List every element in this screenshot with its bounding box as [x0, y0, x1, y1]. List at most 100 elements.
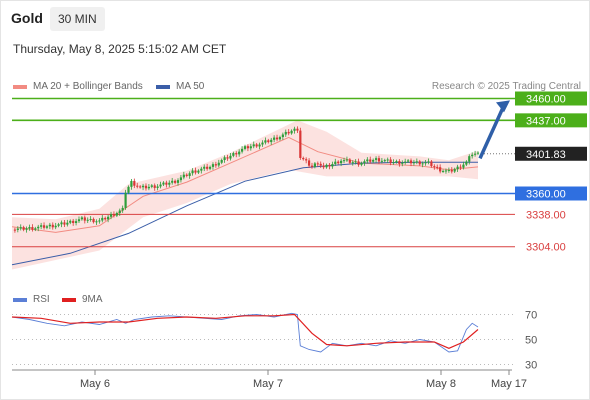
candle-body	[281, 134, 284, 138]
candle-body	[238, 151, 241, 155]
candle-body	[37, 226, 40, 229]
candle-body	[459, 166, 462, 168]
candle-body	[72, 220, 75, 223]
candle-body	[74, 221, 78, 223]
candle-body	[465, 161, 468, 165]
x-tick-label-3: May 17	[491, 378, 527, 390]
candle-body	[112, 214, 116, 216]
candle-body	[214, 164, 217, 166]
research-credit: Research © 2025 Trading Central	[431, 81, 581, 92]
level-label-4: 3304.00	[526, 242, 566, 254]
candle-body	[28, 227, 31, 229]
candle-body	[278, 137, 282, 140]
candle-body	[430, 161, 433, 167]
bollinger-legend-label: MA 20 + Bollinger Bands	[33, 81, 143, 92]
legend-rsi: RSI	[13, 294, 50, 305]
candle-body	[401, 162, 404, 164]
rsi-swatch	[13, 297, 27, 302]
candle-body	[305, 159, 308, 161]
forecast-arrow-shaft	[478, 104, 506, 160]
candle-body	[351, 162, 354, 164]
candle-body	[104, 217, 107, 220]
candle-body	[165, 182, 168, 185]
candle-body	[476, 152, 480, 154]
candle-body	[252, 144, 255, 147]
candle-body	[156, 186, 159, 188]
candle-body	[360, 163, 363, 165]
rsi-series-0	[11, 312, 479, 353]
candle-body	[258, 144, 261, 147]
candle-body	[171, 180, 174, 183]
candle-body	[220, 159, 223, 163]
candle-body	[270, 139, 273, 143]
candle-body	[471, 154, 474, 157]
ma50-swatch	[156, 84, 170, 89]
timeframe-badge[interactable]: 30 MIN	[50, 7, 105, 31]
candle-body	[136, 185, 139, 187]
candle-body	[313, 163, 316, 167]
candle-body	[404, 161, 407, 163]
candle-body	[162, 182, 165, 185]
candle-body	[25, 228, 28, 230]
candle-body	[374, 158, 378, 160]
candle-body	[223, 157, 226, 160]
level-tag-1	[515, 113, 587, 128]
candle-body	[211, 164, 215, 167]
candle-body	[433, 166, 436, 168]
candle-body	[316, 163, 319, 165]
candle-body	[363, 161, 366, 164]
candle-body	[115, 213, 118, 216]
candle-body	[307, 160, 311, 166]
level-label-0: 3460.00	[526, 94, 566, 106]
candle-body	[372, 159, 375, 162]
candle-body	[328, 164, 331, 167]
candle-body	[392, 162, 395, 164]
candle-body	[203, 166, 206, 169]
candle-body	[331, 164, 334, 167]
candle-body	[66, 222, 69, 225]
current-price-label: 3401.83	[526, 149, 566, 161]
candle-body	[109, 214, 113, 217]
candle-body	[345, 159, 349, 161]
candle-body	[275, 137, 279, 140]
candle-body	[389, 159, 392, 163]
candle-body	[296, 128, 299, 131]
candle-body	[22, 227, 25, 230]
candle-body	[243, 146, 247, 149]
candle-body	[107, 216, 110, 220]
candle-body	[468, 156, 471, 162]
candle-body	[98, 220, 101, 222]
candle-body	[427, 161, 430, 163]
datetime-label: Thursday, May 8, 2025 5:15:02 AM CET	[13, 42, 227, 56]
candle-body	[34, 228, 37, 230]
candle-body	[206, 166, 209, 169]
candle-body	[261, 142, 264, 145]
candle-body	[153, 185, 156, 188]
candle-body	[188, 173, 191, 176]
candle-body	[83, 217, 86, 221]
candle-body	[60, 222, 63, 225]
candle-body	[229, 155, 232, 159]
level-label-2: 3360.00	[526, 189, 566, 201]
candle-body	[383, 160, 386, 162]
candle-body	[31, 227, 34, 230]
candle-body	[40, 225, 43, 227]
header-bar: Gold 30 MIN	[0, 0, 590, 36]
candle-body	[398, 161, 401, 164]
candle-body	[57, 224, 60, 226]
candle-body	[147, 186, 150, 189]
candle-body	[232, 153, 235, 156]
candle-body	[273, 137, 276, 140]
candle-body	[334, 161, 337, 165]
candle-body	[168, 182, 171, 185]
candle-body	[133, 180, 136, 186]
candle-body	[118, 210, 121, 214]
level-label-3: 3338.00	[526, 209, 566, 221]
candle-body	[159, 184, 162, 187]
candle-body	[19, 227, 22, 229]
candle-body	[322, 165, 325, 168]
candle-body	[453, 169, 456, 172]
candle-body	[179, 177, 183, 181]
bollinger-band-area	[12, 120, 478, 270]
candle-body	[139, 186, 142, 188]
